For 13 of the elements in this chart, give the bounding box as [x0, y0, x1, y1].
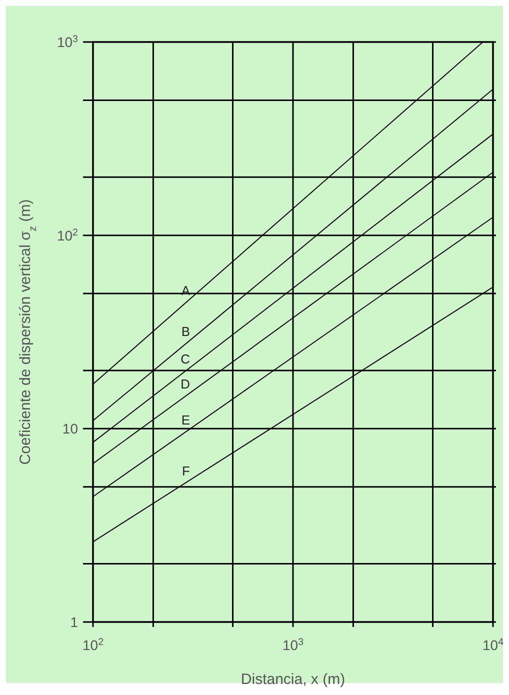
- x-tick-label: 10$^{2}$: [82, 636, 104, 653]
- x-tick-label: 10$^{4}$: [482, 636, 504, 653]
- y-tick-label: 1: [70, 614, 78, 630]
- y-tick-label: 10: [62, 420, 78, 437]
- series-label: F: [182, 464, 190, 479]
- series-label: E: [181, 412, 190, 428]
- x-tick-label: 10$^{3}$: [282, 636, 304, 653]
- x-axis-title: Distancia, x (m): [240, 671, 346, 688]
- y-tick-label: 10$^{2}$: [56, 226, 78, 244]
- series-label: B: [181, 324, 190, 340]
- series-label: C: [180, 351, 190, 366]
- y-tick-label: 10$^{3}$: [56, 34, 79, 50]
- series-label: D: [180, 376, 190, 392]
